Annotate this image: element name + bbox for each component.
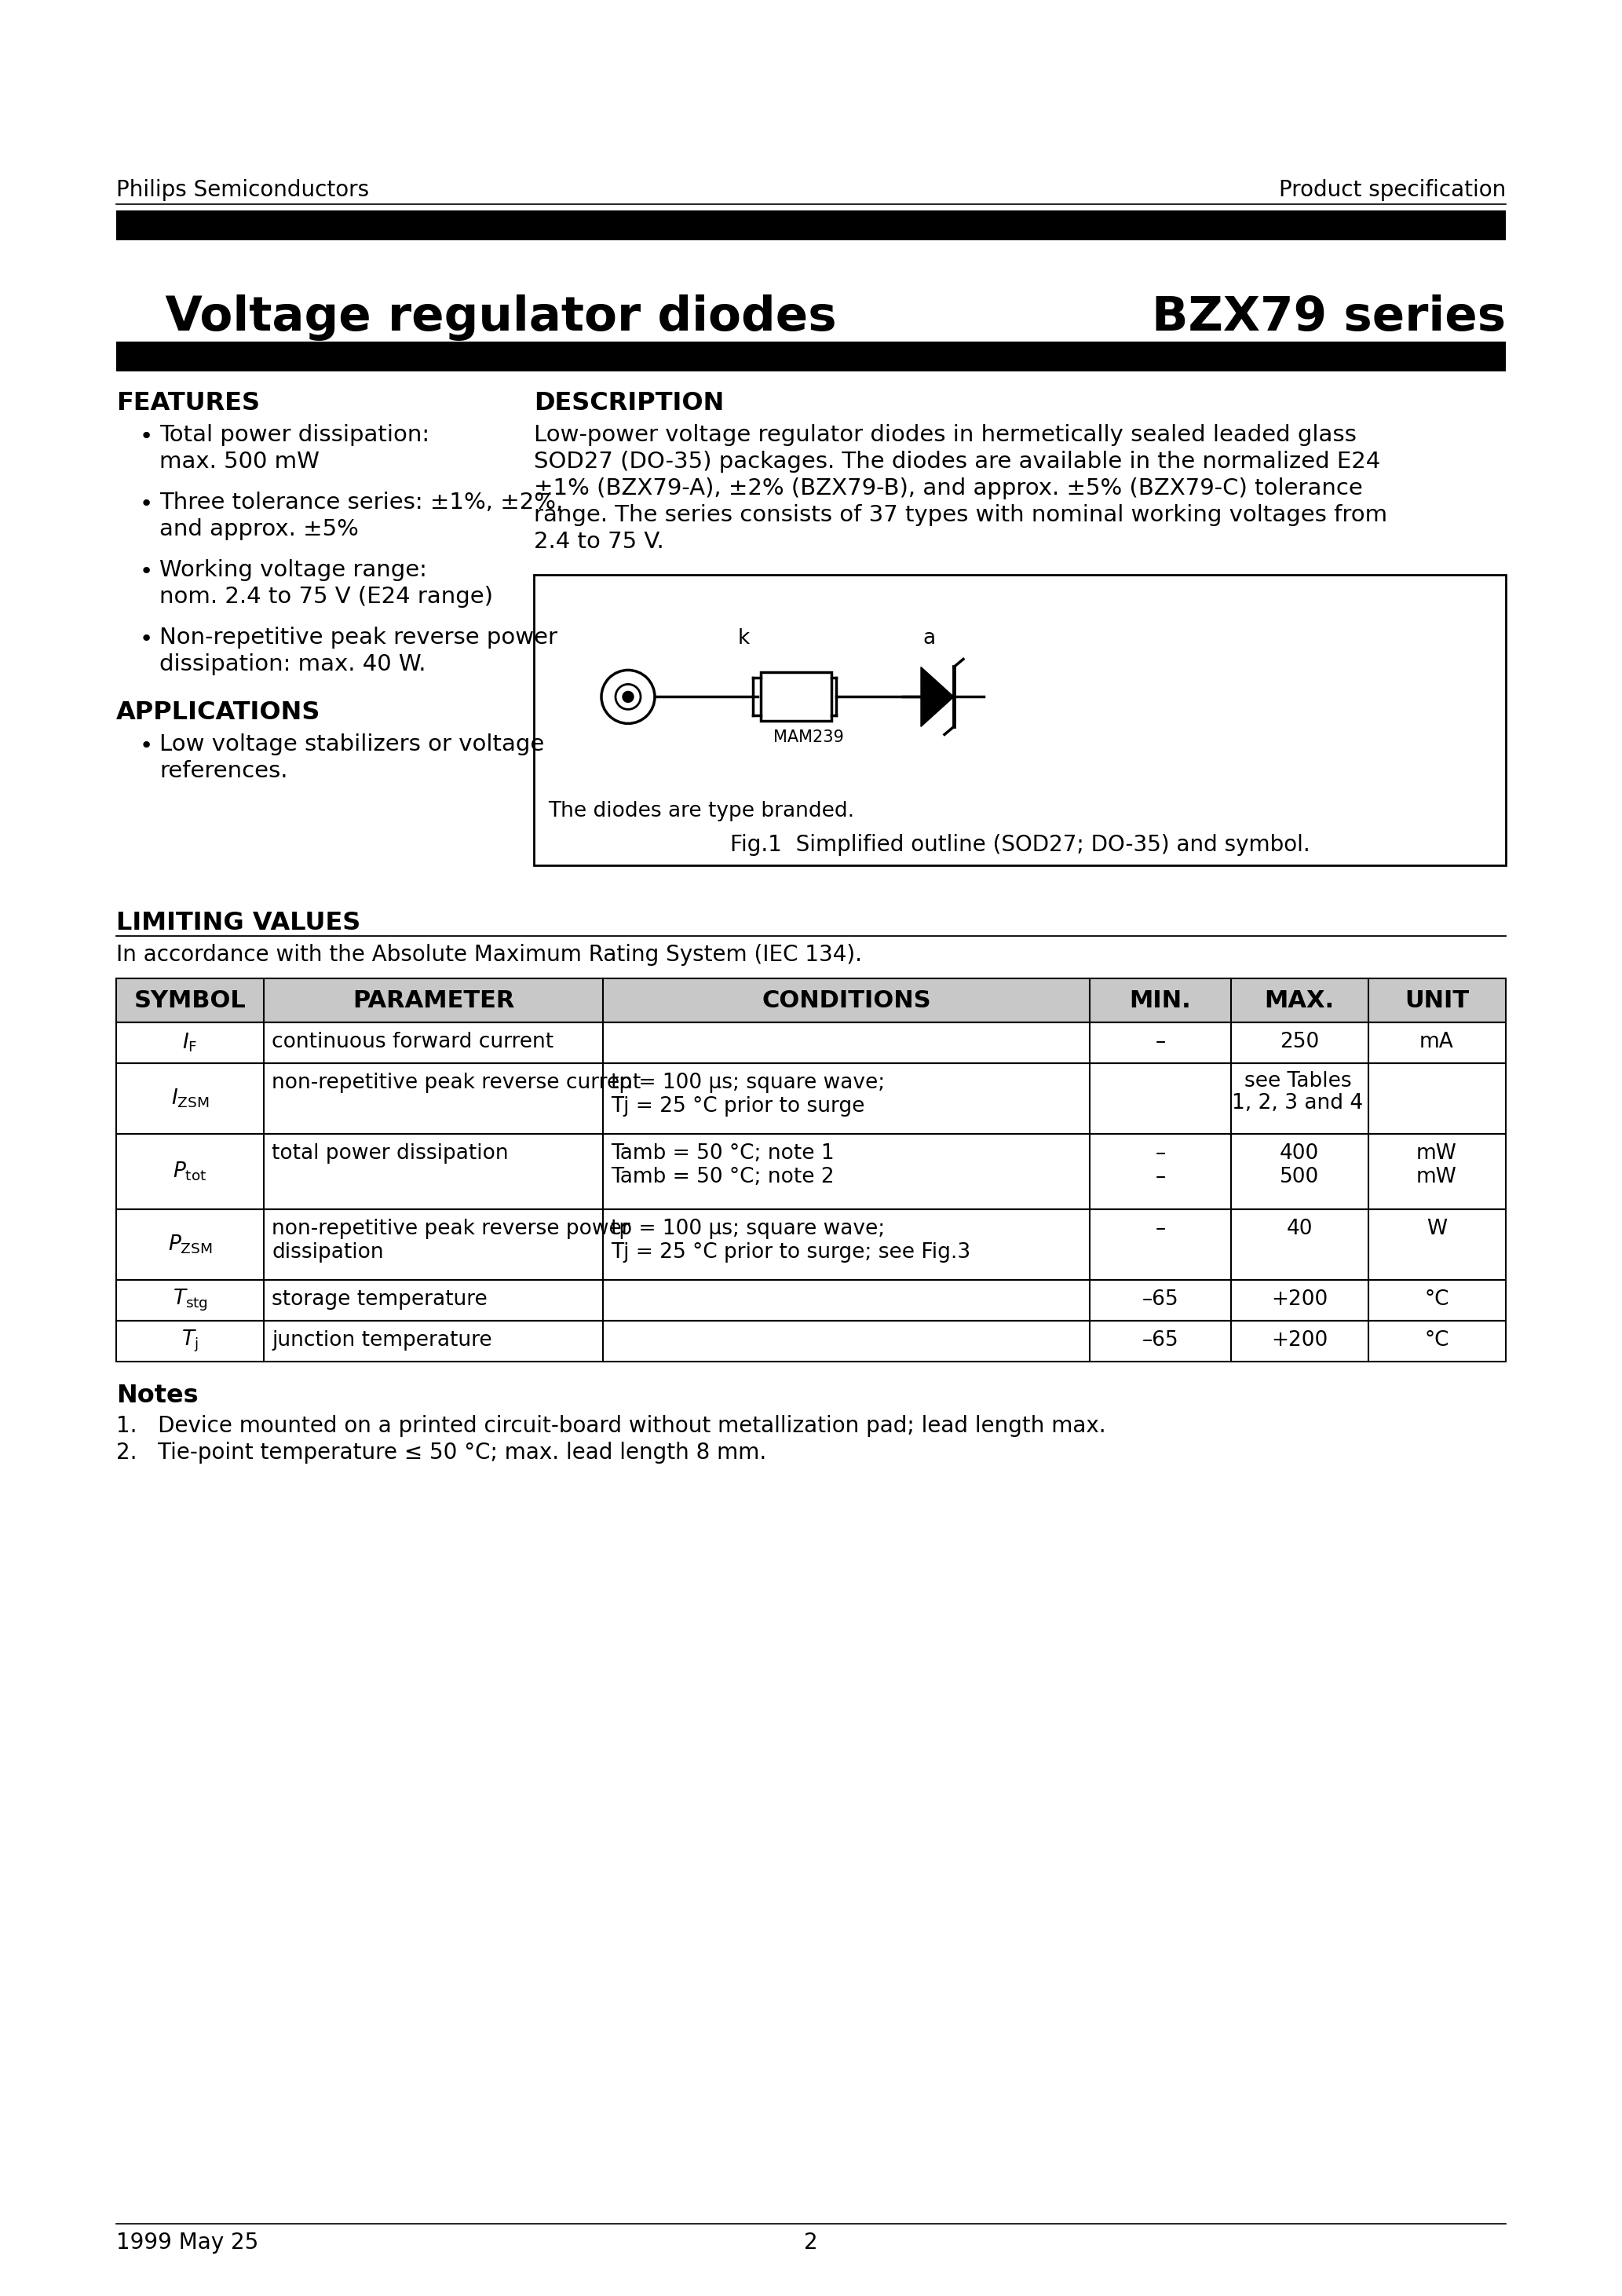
Bar [117, 978, 1505, 1022]
Text: •: • [139, 425, 154, 448]
Text: Fig.1  Simplified outline (SOD27; DO-35) and symbol.: Fig.1 Simplified outline (SOD27; DO-35) … [730, 833, 1311, 856]
Text: –: – [1155, 1166, 1166, 1187]
Text: –65: –65 [1142, 1329, 1179, 1350]
Text: and approx. ±5%: and approx. ±5% [159, 519, 358, 540]
Text: Non-repetitive peak reverse power: Non-repetitive peak reverse power [159, 627, 558, 647]
Text: W: W [1426, 1219, 1447, 1240]
Text: –: – [1155, 1143, 1166, 1164]
Text: 2.   Tie-point temperature ≤ 50 °C; max. lead length 8 mm.: 2. Tie-point temperature ≤ 50 °C; max. l… [117, 1442, 767, 1463]
Text: BZX79 series: BZX79 series [1152, 294, 1505, 340]
Text: APPLICATIONS: APPLICATIONS [117, 700, 321, 726]
Text: Tamb = 50 °C; note 2: Tamb = 50 °C; note 2 [611, 1166, 834, 1187]
Text: LIMITING VALUES: LIMITING VALUES [117, 912, 360, 934]
Text: Philips Semiconductors: Philips Semiconductors [117, 179, 370, 202]
Text: storage temperature: storage temperature [271, 1290, 487, 1309]
Text: •: • [139, 560, 154, 583]
Text: Tj = 25 °C prior to surge: Tj = 25 °C prior to surge [611, 1095, 865, 1116]
Text: Tj = 25 °C prior to surge; see Fig.3: Tj = 25 °C prior to surge; see Fig.3 [611, 1242, 970, 1263]
Text: $I_{\mathrm{ZSM}}$: $I_{\mathrm{ZSM}}$ [170, 1088, 209, 1109]
Text: –: – [1155, 1219, 1166, 1240]
Text: Working voltage range:: Working voltage range: [159, 560, 427, 581]
Text: DESCRIPTION: DESCRIPTION [534, 390, 723, 416]
Text: k: k [738, 629, 749, 647]
Text: non-repetitive peak reverse power: non-repetitive peak reverse power [271, 1219, 629, 1240]
Text: junction temperature: junction temperature [271, 1329, 491, 1350]
Text: tp = 100 μs; square wave;: tp = 100 μs; square wave; [611, 1219, 886, 1240]
Text: 1999 May 25: 1999 May 25 [117, 2232, 258, 2255]
Text: –65: –65 [1142, 1290, 1179, 1309]
Text: •: • [139, 629, 154, 650]
Text: 1, 2, 3 and 4: 1, 2, 3 and 4 [1233, 1093, 1364, 1114]
Text: CONDITIONS: CONDITIONS [762, 990, 931, 1013]
Text: dissipation: max. 40 W.: dissipation: max. 40 W. [159, 654, 427, 675]
Text: –: – [1155, 1031, 1166, 1052]
Text: $T_{\mathrm{stg}}$: $T_{\mathrm{stg}}$ [172, 1288, 208, 1313]
Text: $I_{\mathrm{F}}$: $I_{\mathrm{F}}$ [182, 1031, 198, 1054]
Polygon shape [921, 666, 954, 726]
Text: a: a [923, 629, 936, 647]
Bar [117, 1063, 1505, 1134]
Text: 500: 500 [1280, 1166, 1319, 1187]
Text: continuous forward current: continuous forward current [271, 1031, 553, 1052]
Text: ±1% (BZX79-A), ±2% (BZX79-B), and approx. ±5% (BZX79-C) tolerance: ±1% (BZX79-A), ±2% (BZX79-B), and approx… [534, 478, 1362, 501]
Text: total power dissipation: total power dissipation [271, 1143, 508, 1164]
Text: nom. 2.4 to 75 V (E24 range): nom. 2.4 to 75 V (E24 range) [159, 585, 493, 608]
Text: mW: mW [1416, 1166, 1457, 1187]
Bar [117, 1210, 1505, 1279]
Text: Total power dissipation:: Total power dissipation: [159, 425, 430, 445]
Text: In accordance with the Absolute Maximum Rating System (IEC 134).: In accordance with the Absolute Maximum … [117, 944, 861, 967]
Text: range. The series consists of 37 types with nominal working voltages from: range. The series consists of 37 types w… [534, 505, 1387, 526]
Bar [761, 673, 832, 721]
Text: Three tolerance series: ±1%, ±2%,: Three tolerance series: ±1%, ±2%, [159, 491, 563, 514]
Text: tp = 100 μs; square wave;: tp = 100 μs; square wave; [611, 1072, 886, 1093]
Text: Tamb = 50 °C; note 1: Tamb = 50 °C; note 1 [611, 1143, 834, 1164]
Text: FEATURES: FEATURES [117, 390, 260, 416]
Bar [117, 1279, 1505, 1320]
Text: MAX.: MAX. [1264, 990, 1335, 1013]
Text: Low voltage stabilizers or voltage: Low voltage stabilizers or voltage [159, 732, 545, 755]
Bar [117, 342, 1505, 372]
Text: dissipation: dissipation [271, 1242, 384, 1263]
Text: max. 500 mW: max. 500 mW [159, 450, 320, 473]
Bar [117, 211, 1505, 241]
Circle shape [623, 691, 634, 703]
Text: SYMBOL: SYMBOL [135, 990, 247, 1013]
Text: °C: °C [1424, 1290, 1448, 1309]
Text: $T_{\mathrm{j}}$: $T_{\mathrm{j}}$ [182, 1329, 198, 1355]
Text: +200: +200 [1272, 1329, 1328, 1350]
Text: 1.   Device mounted on a printed circuit-board without metallization pad; lead l: 1. Device mounted on a printed circuit-b… [117, 1414, 1106, 1437]
Text: 400: 400 [1280, 1143, 1319, 1164]
Text: SOD27 (DO-35) packages. The diodes are available in the normalized E24: SOD27 (DO-35) packages. The diodes are a… [534, 450, 1380, 473]
Bar [117, 1022, 1505, 1063]
Text: $P_{\mathrm{tot}}$: $P_{\mathrm{tot}}$ [174, 1159, 208, 1182]
Text: MAM239: MAM239 [774, 730, 843, 746]
Text: non-repetitive peak reverse current: non-repetitive peak reverse current [271, 1072, 641, 1093]
Bar [117, 1134, 1505, 1210]
Text: Low-power voltage regulator diodes in hermetically sealed leaded glass: Low-power voltage regulator diodes in he… [534, 425, 1356, 445]
Bar [534, 574, 1505, 866]
Text: UNIT: UNIT [1405, 990, 1470, 1013]
Text: •: • [139, 735, 154, 758]
Text: •: • [139, 494, 154, 514]
Bar [117, 1320, 1505, 1362]
Text: °C: °C [1424, 1329, 1448, 1350]
Text: PARAMETER: PARAMETER [352, 990, 514, 1013]
Text: MIN.: MIN. [1129, 990, 1191, 1013]
Text: Product specification: Product specification [1278, 179, 1505, 202]
Text: 250: 250 [1280, 1031, 1319, 1052]
Text: 2: 2 [805, 2232, 817, 2255]
Text: +200: +200 [1272, 1290, 1328, 1309]
Text: 40: 40 [1286, 1219, 1312, 1240]
Text: 2.4 to 75 V.: 2.4 to 75 V. [534, 530, 663, 553]
Text: $P_{\mathrm{ZSM}}$: $P_{\mathrm{ZSM}}$ [167, 1233, 212, 1256]
Bar [117, 978, 1505, 1022]
Text: see Tables: see Tables [1244, 1070, 1351, 1091]
Text: Voltage regulator diodes: Voltage regulator diodes [131, 294, 837, 340]
Text: mW: mW [1416, 1143, 1457, 1164]
Text: Notes: Notes [117, 1384, 198, 1407]
Text: references.: references. [159, 760, 287, 783]
Text: mA: mA [1419, 1031, 1453, 1052]
Text: The diodes are type branded.: The diodes are type branded. [548, 801, 855, 822]
